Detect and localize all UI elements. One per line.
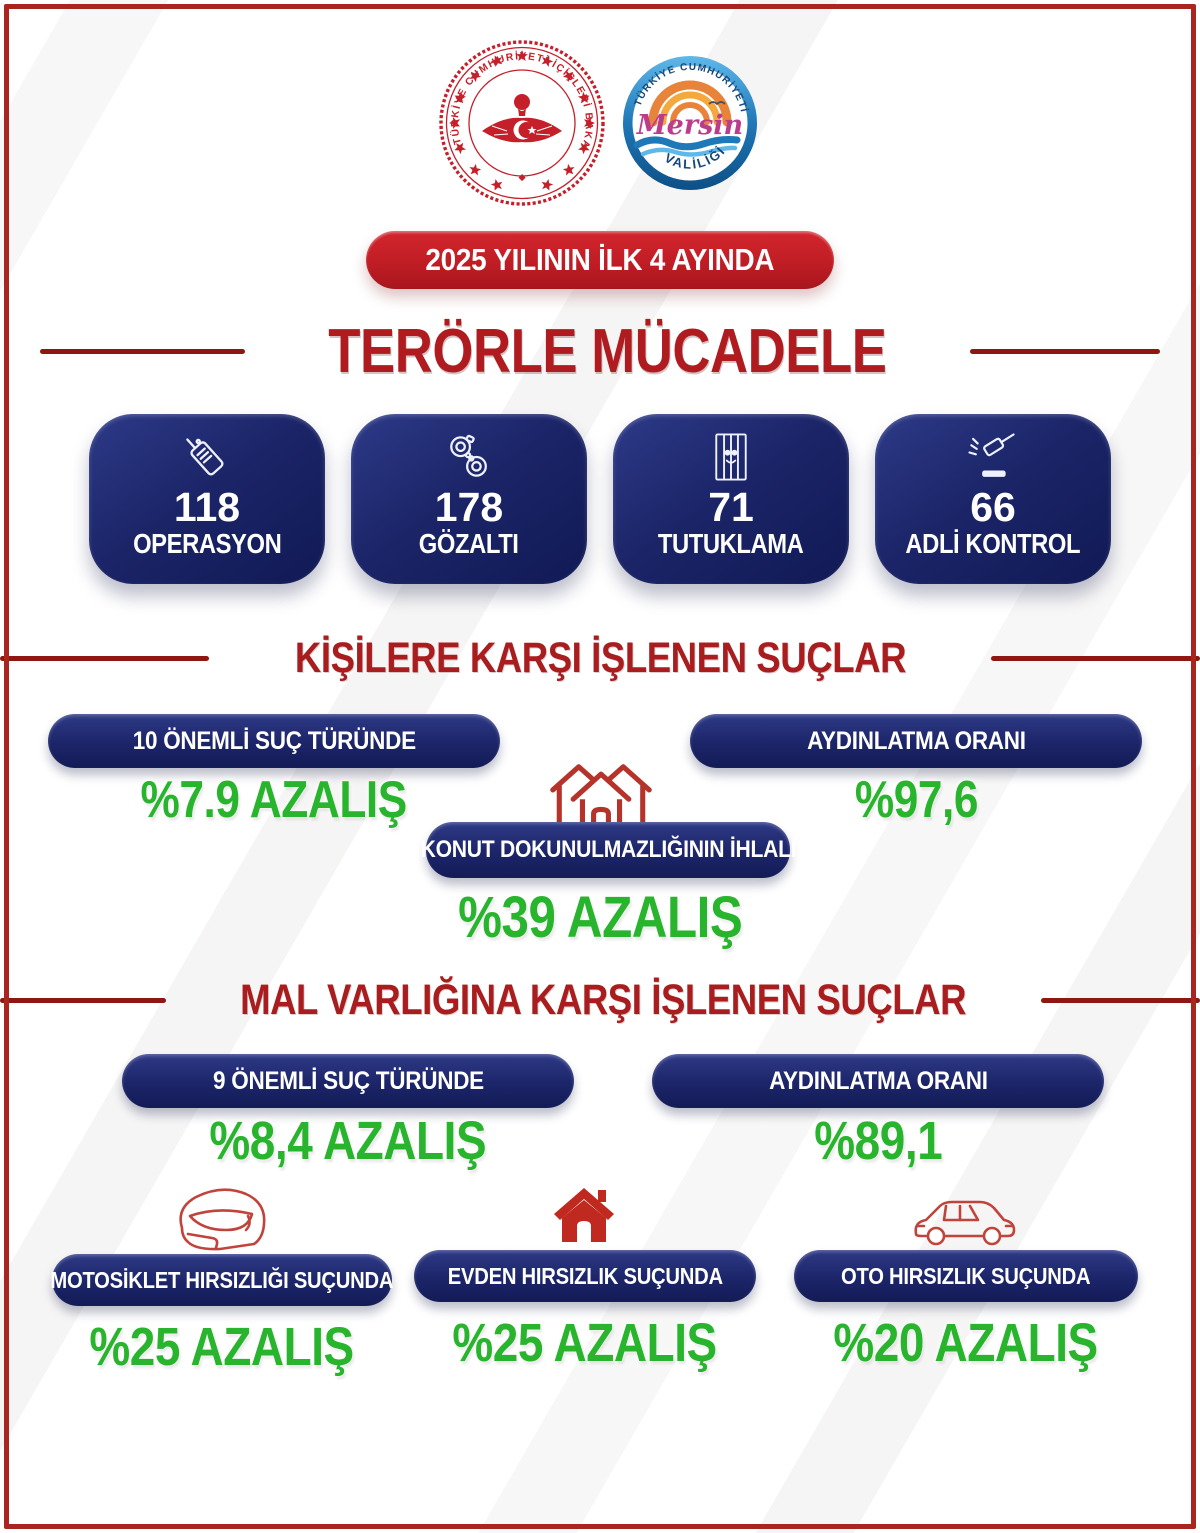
mersin-valiligi-logo-icon: Mersin TÜRKİYE CUMHURİYETİ VALİLİĞİ [623, 56, 757, 190]
period-badge-label: 2025 YILININ İLK 4 AYINDA [425, 242, 775, 277]
seal-center-emblem [482, 94, 562, 182]
personal-crimes-title-row: KİŞİLERE KARŞI İŞLENEN SUÇLAR [0, 634, 1200, 683]
radio-icon [178, 428, 236, 486]
pill-label: KONUT DOKUNULMAZLIĞININ İHLALİ [420, 836, 796, 863]
period-badge: 2025 YILININ İLK 4 AYINDA [366, 231, 834, 289]
stat-label: GÖZALTI [419, 528, 519, 560]
prison-icon [705, 428, 757, 486]
motorcycle-theft-value: %25 AZALIŞ [89, 1317, 355, 1377]
main-title-row: TERÖRLE MÜCADELE [0, 316, 1200, 387]
terror-stats-row: 118 OPERASYON 178 GÖZALTI [0, 414, 1200, 584]
mersin-waves [633, 136, 741, 157]
property-crimes-left-value: %8,4 AZALIŞ [209, 1111, 487, 1171]
pill-label: 9 ÖNEMLİ SUÇ TÜRÜNDE [212, 1066, 484, 1095]
property-crimes-title-row: MAL VARLIĞINA KARŞI İŞLENEN SUÇLAR [0, 976, 1200, 1025]
stat-label: OPERASYON [132, 528, 282, 560]
stat-box-judicial-control: 66 ADLİ KONTROL [875, 414, 1111, 584]
house-icon [552, 1186, 616, 1249]
section-line-left [0, 998, 167, 1003]
stat-box-detentions: 178 GÖZALTI [351, 414, 587, 584]
personal-crimes-left-pill: 10 ÖNEMLİ SUÇ TÜRÜNDE [48, 714, 500, 768]
section-line-right [991, 656, 1200, 661]
stat-label: ADLİ KONTROL [905, 528, 1081, 560]
stat-label: TUTUKLAMA [658, 528, 804, 560]
stat-box-arrests: 71 TUTUKLAMA [613, 414, 849, 584]
pill-label: AYDINLATMA ORANI [768, 1066, 988, 1095]
auto-theft-value: %20 AZALIŞ [833, 1313, 1099, 1373]
pill-label: MOTOSİKLET HIRSIZLIĞI SUÇUNDA [50, 1266, 394, 1293]
stat-value: 71 [708, 484, 754, 530]
personal-crimes-left-value: %7.9 AZALIŞ [140, 771, 408, 829]
personal-crimes-title: KİŞİLERE KARŞI İŞLENEN SUÇLAR [294, 634, 906, 682]
title-line-right [969, 349, 1160, 354]
handcuffs-icon [441, 428, 497, 486]
auto-theft-pill: OTO HIRSIZLIK SUÇUNDA [794, 1250, 1138, 1302]
property-crimes-title: MAL VARLIĞINA KARŞI İŞLENEN SUÇLAR [240, 976, 967, 1024]
stat-value: 66 [970, 484, 1016, 530]
motorcycle-theft-pill: MOTOSİKLET HIRSIZLIĞI SUÇUNDA [50, 1254, 394, 1306]
stat-box-operations: 118 OPERASYON [89, 414, 325, 584]
personal-crimes-center-pill: KONUT DOKUNULMAZLIĞININ İHLALİ [420, 822, 796, 878]
gavel-icon [964, 428, 1022, 486]
car-icon [908, 1190, 1022, 1253]
header-logos: TÜRKİYE CUMHURİYETİ İÇİŞLERİ BAKANLIĞI [0, 38, 1200, 208]
helmet-icon [160, 1186, 284, 1261]
stat-value: 118 [173, 484, 241, 530]
property-crimes-right-pill: AYDINLATMA ORANI [652, 1054, 1104, 1108]
title-line-left [40, 349, 246, 354]
page-title: TERÖRLE MÜCADELE [328, 317, 887, 386]
pill-label: OTO HIRSIZLIK SUÇUNDA [841, 1262, 1091, 1289]
home-burglary-value: %25 AZALIŞ [452, 1313, 718, 1373]
section-line-left [0, 656, 209, 661]
property-crimes-right-value: %89,1 [813, 1111, 943, 1171]
interior-ministry-seal-icon: TÜRKİYE CUMHURİYETİ İÇİŞLERİ BAKANLIĞI [437, 38, 605, 206]
personal-crimes-right-pill: AYDINLATMA ORANI [690, 714, 1142, 768]
personal-crimes-center-value: %39 AZALIŞ [457, 885, 743, 950]
property-crimes-left-pill: 9 ÖNEMLİ SUÇ TÜRÜNDE [122, 1054, 574, 1108]
personal-crimes-right-value: %97,6 [854, 771, 978, 829]
home-burglary-pill: EVDEN HIRSIZLIK SUÇUNDA [414, 1250, 756, 1302]
period-badge-row: 2025 YILININ İLK 4 AYINDA [0, 231, 1200, 289]
mersin-name-text: Mersin [636, 110, 743, 141]
pill-label: AYDINLATMA ORANI [806, 726, 1026, 755]
pill-label: EVDEN HIRSIZLIK SUÇUNDA [447, 1262, 723, 1289]
section-line-right [1040, 998, 1200, 1003]
mersin-sun [648, 80, 732, 127]
pill-label: 10 ÖNEMLİ SUÇ TÜRÜNDE [132, 726, 416, 755]
stat-value: 178 [434, 484, 504, 530]
